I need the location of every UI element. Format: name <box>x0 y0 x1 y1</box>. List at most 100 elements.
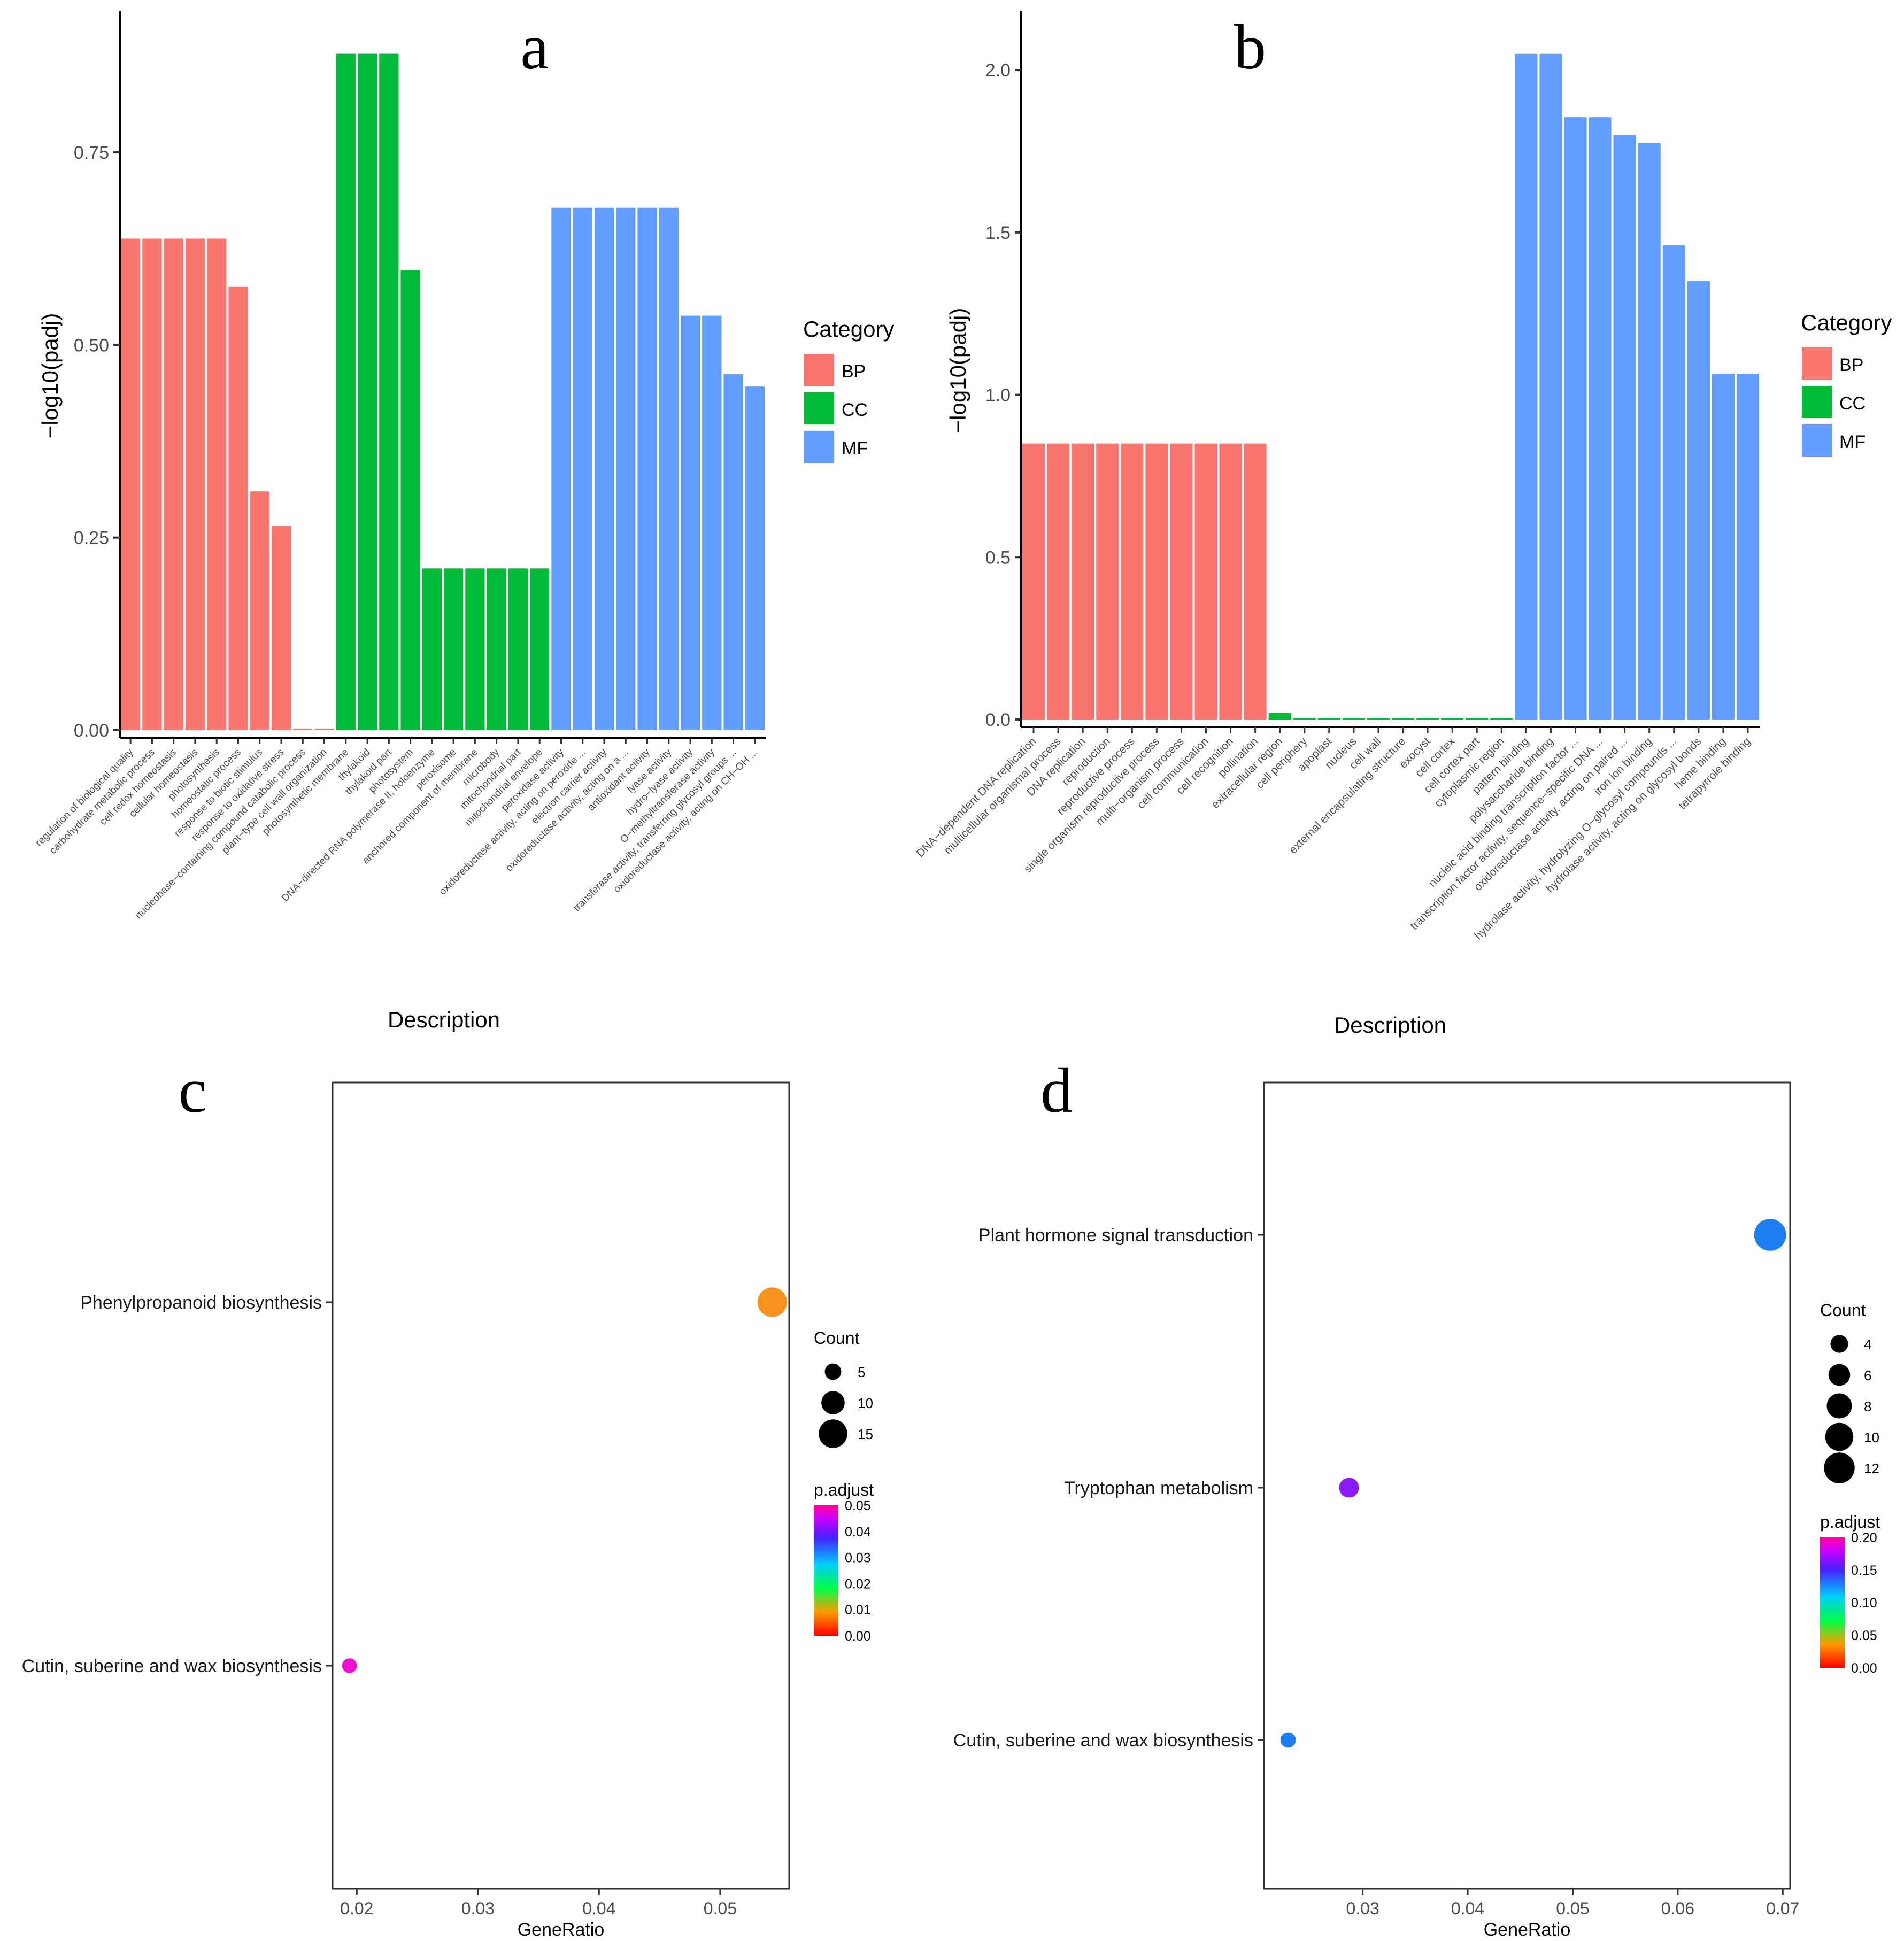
y-tick-label: 2.0 <box>985 60 1011 81</box>
size-legend-dot <box>1825 1422 1854 1451</box>
size-legend-dot <box>824 1363 842 1380</box>
bar-cc <box>1317 718 1340 720</box>
data-point <box>342 1658 357 1673</box>
plot-panel-border <box>332 1081 790 1890</box>
legend-title: Category <box>803 316 894 342</box>
bar-mf <box>659 207 679 730</box>
bar-mf <box>1539 53 1562 720</box>
y-axis-title: −log10(padj) <box>945 308 970 434</box>
color-legend-label: 0.10 <box>1851 1596 1877 1611</box>
size-legend-dot <box>821 1391 845 1414</box>
bar-mf <box>702 315 722 730</box>
bar-bp <box>1072 443 1094 720</box>
x-tick-label: 0.05 <box>1556 1899 1589 1918</box>
y-tick-label: 0.0 <box>985 710 1011 730</box>
bar-cc <box>422 568 442 730</box>
bar-mf <box>1687 281 1710 720</box>
size-legend-label: 10 <box>858 1395 873 1411</box>
color-legend-label: 0.00 <box>1851 1661 1877 1676</box>
color-legend-title: p.adjust <box>1820 1512 1880 1532</box>
bar-bp <box>1047 443 1070 720</box>
data-point <box>1280 1732 1296 1748</box>
legend-swatch-mf <box>1802 424 1832 457</box>
bar-cc <box>1416 718 1439 720</box>
legend-label-cc: CC <box>842 400 868 420</box>
bar-cc <box>508 568 528 730</box>
bar-cc <box>400 270 420 731</box>
bar-mf <box>680 315 700 730</box>
bar-bp <box>1145 443 1168 720</box>
bar-mf <box>723 374 743 730</box>
x-tick-label: 0.07 <box>1766 1899 1799 1918</box>
bar-cc <box>1268 713 1291 720</box>
bar-bp <box>142 238 162 730</box>
x-tick-label: multicellular organismal process <box>942 735 1063 857</box>
color-legend-label: 0.05 <box>1851 1628 1877 1643</box>
size-legend-title: Count <box>1820 1301 1866 1320</box>
bar-bp <box>1194 443 1217 720</box>
bar-cc <box>1466 718 1489 720</box>
y-tick-label: 0.00 <box>74 721 109 741</box>
color-legend-label: 0.00 <box>845 1629 871 1644</box>
x-tick-label: 0.03 <box>1346 1899 1379 1918</box>
bar-bp <box>314 729 334 730</box>
y-tick-label: Cutin, suberine and wax biosynthesis <box>953 1730 1253 1751</box>
data-point <box>1339 1478 1359 1498</box>
y-tick-label: Plant hormone signal transduction <box>978 1225 1253 1246</box>
legend-label-bp: BP <box>1839 355 1863 375</box>
color-legend-label: 0.01 <box>845 1603 871 1618</box>
color-legend-label: 0.04 <box>845 1525 871 1540</box>
bar-mf <box>1736 374 1759 720</box>
bar-mf <box>1662 245 1685 720</box>
x-tick-label: DNA−dependent DNA replication <box>914 735 1039 860</box>
bar-bp <box>121 238 141 730</box>
bar-cc <box>379 53 399 730</box>
x-tick-label: 0.04 <box>1451 1899 1484 1918</box>
x-tick-label: 0.04 <box>582 1899 615 1918</box>
size-legend-label: 12 <box>1864 1460 1879 1476</box>
x-axis-title: GeneRatio <box>518 1920 605 1940</box>
bar-cc <box>1392 718 1415 720</box>
color-legend-label: 0.03 <box>845 1551 871 1566</box>
bar-cc <box>465 568 485 730</box>
bar-bp <box>207 238 227 730</box>
color-legend-title: p.adjust <box>814 1480 874 1499</box>
bar-cc <box>487 568 506 730</box>
legend-label-mf: MF <box>1839 432 1866 452</box>
size-legend-dot <box>1828 1364 1851 1386</box>
bar-mf <box>573 207 592 730</box>
y-tick-label: Tryptophan metabolism <box>1064 1478 1253 1498</box>
bar-mf <box>637 207 657 730</box>
panel-label-b: b <box>1234 11 1266 82</box>
bar-mf <box>1613 135 1636 720</box>
bar-cc <box>1293 718 1316 720</box>
color-legend-label: 0.20 <box>1851 1530 1877 1545</box>
legend-label-bp: BP <box>842 361 866 382</box>
panel-b-bar-chart: 0.0 0.5 1.0 1.5 2.0 −log10(padj) DNA−dependent… <box>914 11 1892 1038</box>
legend-swatch-cc <box>1802 386 1832 418</box>
y-tick-label: Phenylpropanoid biosynthesis <box>80 1293 322 1313</box>
x-axis-title: GeneRatio <box>1484 1920 1571 1940</box>
y-tick-label: 0.50 <box>74 335 109 355</box>
legend-swatch-cc <box>804 392 834 424</box>
bar-mf <box>1589 117 1612 720</box>
bar-bp <box>1096 443 1119 720</box>
y-tick-label: 0.25 <box>74 528 109 548</box>
bar-bp <box>1244 443 1267 720</box>
color-legend-gradient <box>814 1505 838 1636</box>
size-legend-title: Count <box>814 1328 860 1348</box>
x-tick-label: 0.06 <box>1661 1899 1694 1918</box>
bar-mf <box>1638 143 1661 720</box>
bar-cc <box>444 568 464 730</box>
y-tick-label: 0.75 <box>74 143 109 163</box>
panel-d-dot-plot: Plant hormone signal transduction Tryptop… <box>953 1081 1880 1940</box>
data-point <box>757 1287 787 1317</box>
size-legend-dot <box>819 1419 847 1448</box>
y-tick-label: Cutin, suberine and wax biosynthesis <box>22 1656 322 1676</box>
color-legend-label: 0.02 <box>845 1576 871 1591</box>
plot-panel-border <box>1263 1081 1791 1890</box>
bar-bp <box>164 238 183 730</box>
panel-label-c: c <box>178 1055 206 1126</box>
bar-bp <box>250 491 269 730</box>
data-point <box>1754 1219 1786 1251</box>
